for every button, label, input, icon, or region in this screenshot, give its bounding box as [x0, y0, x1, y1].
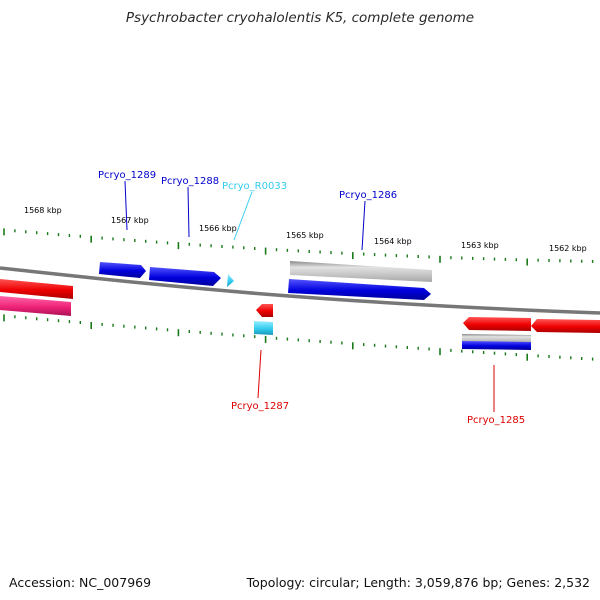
gene-pcryo-1289[interactable] — [99, 262, 146, 278]
gene-left-edge-other[interactable] — [0, 296, 71, 316]
leader-line-pcryo-1288 — [187, 186, 190, 238]
scale-ticks-lower — [3, 314, 594, 361]
gene-label-pcryo-1285[interactable]: Pcryo_1285 — [467, 415, 525, 426]
gene-pcryo-1287-rna[interactable] — [254, 321, 273, 335]
gene-label-pcryo-1288[interactable]: Pcryo_1288 — [161, 176, 219, 187]
leader-line-pcryo-1289 — [124, 180, 128, 231]
gene-pcryo-1286-pseudo[interactable] — [290, 261, 432, 282]
gene-label-pcryo-1286[interactable]: Pcryo_1286 — [339, 190, 397, 201]
gene-pcryo-1285-forward[interactable] — [462, 341, 531, 350]
gene-left-edge-reverse[interactable] — [0, 279, 73, 299]
leader-line-pcryo-1286 — [361, 200, 366, 251]
gene-pcryo-1285[interactable] — [463, 317, 531, 331]
gene-pcryo-r0033[interactable] — [227, 274, 234, 287]
genome-title: Psychrobacter cryohalolentis K5, complet… — [125, 10, 475, 26]
scale-labels: 1568 kbp 1567 kbp 1566 kbp 1565 kbp 1564… — [24, 206, 587, 253]
scale-label-1565: 1565 kbp — [286, 231, 324, 240]
scale-label-1567: 1567 kbp — [111, 216, 149, 225]
gene-pcryo-1285-pseudo[interactable] — [462, 334, 531, 343]
gene-label-pcryo-1287[interactable]: Pcryo_1287 — [231, 401, 289, 412]
leader-line-pcryo-1287 — [257, 349, 262, 399]
gene-pcryo-1287[interactable] — [256, 304, 273, 317]
accession-label: Accession: NC_007969 — [9, 575, 152, 590]
genome-backbone — [0, 266, 600, 315]
scale-label-1564: 1564 kbp — [374, 237, 412, 246]
leader-line-pcryo-r0033 — [233, 191, 253, 241]
scale-label-1563: 1563 kbp — [461, 241, 499, 250]
gene-pcryo-1288[interactable] — [149, 267, 221, 286]
gene-label-pcryo-r0033[interactable]: Pcryo_R0033 — [222, 181, 287, 192]
gene-right-edge-reverse[interactable] — [531, 319, 600, 333]
gene-label-pcryo-1289[interactable]: Pcryo_1289 — [98, 170, 156, 181]
scale-label-1568: 1568 kbp — [24, 206, 62, 215]
scale-label-1562: 1562 kbp — [549, 244, 587, 253]
scale-ticks-upper — [3, 228, 594, 266]
scale-label-1566: 1566 kbp — [199, 224, 237, 233]
genome-summary: Topology: circular; Length: 3,059,876 bp… — [246, 575, 590, 590]
gene-pcryo-1286[interactable] — [288, 279, 431, 300]
